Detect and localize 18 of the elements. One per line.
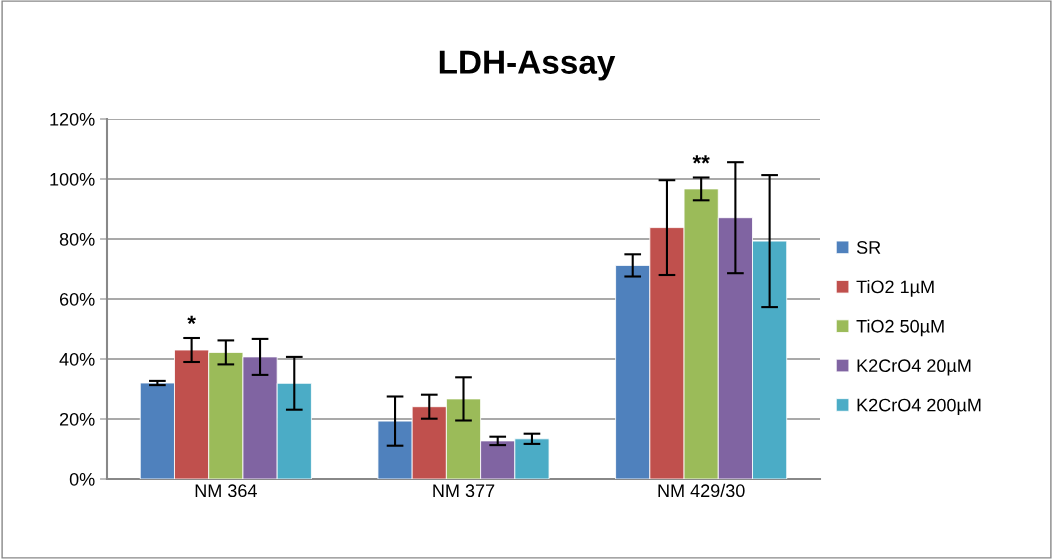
x-tick-label: NM 429/30	[658, 483, 745, 498]
legend-label: SR	[856, 241, 881, 254]
y-tick-label: 60%	[59, 292, 95, 306]
y-tick-label: 80%	[59, 232, 95, 246]
chart-title: LDH-Assay	[439, 50, 616, 81]
y-tick-label: 20%	[59, 412, 95, 426]
x-tick-label: NM 377	[433, 484, 495, 498]
y-tick-label: 120%	[50, 112, 95, 126]
y-tick-label: 40%	[59, 352, 95, 366]
annotation: *	[187, 315, 196, 324]
y-tick-label: 100%	[50, 172, 95, 186]
legend-label: TiO2 50µM	[856, 319, 944, 337]
annotation: **	[692, 155, 710, 164]
legend-label: TiO2 1µM	[856, 279, 934, 297]
y-tick-label: 0%	[69, 472, 95, 486]
x-tick-label: NM 364	[195, 484, 257, 498]
legend-label: K2CrO4 20µM	[857, 359, 971, 376]
legend-label: K2CrO4 200µM	[857, 398, 981, 416]
